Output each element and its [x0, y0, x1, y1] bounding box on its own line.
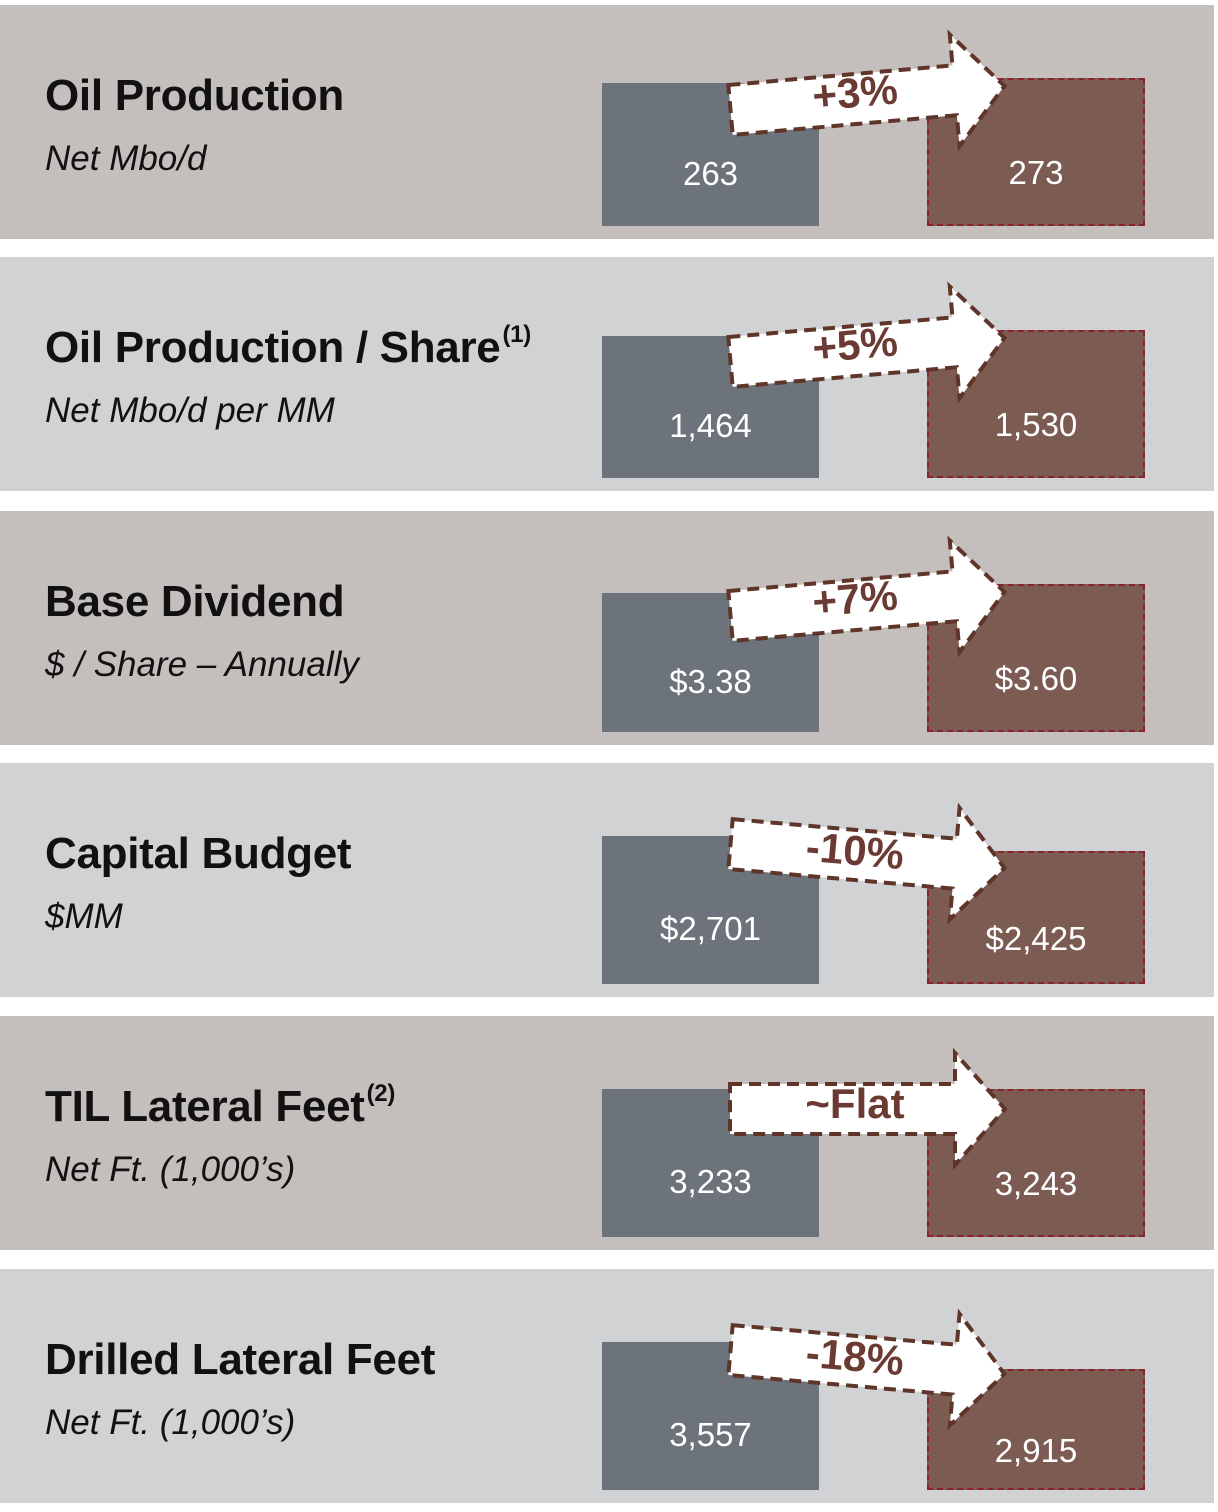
change-arrow-icon	[728, 1047, 1008, 1171]
change-arrow-shape	[726, 281, 1008, 404]
change-arrow-icon	[726, 535, 1008, 658]
metric-title-text: TIL Lateral Feet	[45, 1082, 365, 1131]
metric-row: Oil Production / Share(1) Net Mbo/d per M…	[0, 257, 1214, 491]
target-value-label: 273	[1008, 154, 1064, 191]
change-arrow-icon	[726, 281, 1008, 404]
metric-row: Base Dividend $ / Share – Annually $3.38 $3…	[0, 511, 1214, 745]
metric-title-text: Base Dividend	[45, 577, 345, 626]
prior-value-label: $2,701	[660, 910, 761, 947]
footnote-marker: (1)	[502, 321, 531, 348]
metric-title-text: Capital Budget	[45, 829, 352, 878]
metric-subtitle: Net Ft. (1,000’s)	[45, 1403, 296, 1442]
prior-value-label: 3,233	[669, 1163, 752, 1200]
metric-title-text: Drilled Lateral Feet	[45, 1335, 436, 1384]
change-arrow-shape	[726, 29, 1008, 152]
target-value-label: 2,915	[994, 1432, 1078, 1469]
metric-title-text: Oil Production	[45, 71, 344, 120]
prior-value-label: 3,557	[669, 1416, 752, 1453]
metric-row: Capital Budget $MM $2,701 $2,425 -10%	[0, 763, 1214, 997]
metric-title-text: Oil Production / Share	[45, 323, 501, 372]
target-value-label: $3.60	[994, 660, 1078, 697]
change-arrow-shape	[726, 535, 1008, 658]
metric-subtitle: Net Mbo/d	[45, 139, 207, 178]
metric-title: Oil Production	[45, 71, 344, 121]
footnote-marker: (2)	[366, 1080, 396, 1107]
metric-title: TIL Lateral Feet(2)	[45, 1080, 396, 1132]
change-percent-label: ~Flat	[805, 1080, 905, 1127]
metric-row: TIL Lateral Feet(2) Net Ft. (1,000’s) 3,23…	[0, 1016, 1214, 1250]
metric-subtitle: Net Ft. (1,000’s)	[45, 1150, 296, 1189]
change-arrow-shape	[726, 1308, 1008, 1431]
metric-row: Drilled Lateral Feet Net Ft. (1,000’s) 3,5…	[0, 1269, 1214, 1503]
metric-subtitle: Net Mbo/d per MM	[45, 391, 335, 430]
metric-subtitle: $MM	[45, 897, 123, 936]
target-value-label: 1,530	[994, 406, 1078, 443]
change-arrow-shape	[728, 1047, 1008, 1171]
metric-title: Oil Production / Share(1)	[45, 321, 531, 373]
change-arrow-icon	[726, 1308, 1008, 1431]
prior-bar: 1,464	[602, 336, 819, 478]
change-arrow-icon	[726, 802, 1008, 925]
target-value-label: $2,425	[985, 920, 1087, 957]
prior-value-label: 263	[682, 155, 739, 192]
metric-title: Capital Budget	[45, 829, 352, 879]
prior-value-label: 1,464	[669, 407, 752, 444]
target-value-label: 3,243	[994, 1165, 1078, 1202]
metric-title: Base Dividend	[45, 577, 345, 627]
prior-value-label: $3.38	[669, 663, 752, 700]
metric-subtitle: $ / Share – Annually	[45, 645, 359, 684]
change-arrow-icon	[726, 29, 1008, 152]
change-arrow-shape	[726, 802, 1008, 925]
metric-title: Drilled Lateral Feet	[45, 1335, 435, 1385]
metric-row: Oil Production Net Mbo/d 263 273 +3%	[0, 5, 1214, 239]
target-bar: 1,530	[927, 330, 1145, 478]
